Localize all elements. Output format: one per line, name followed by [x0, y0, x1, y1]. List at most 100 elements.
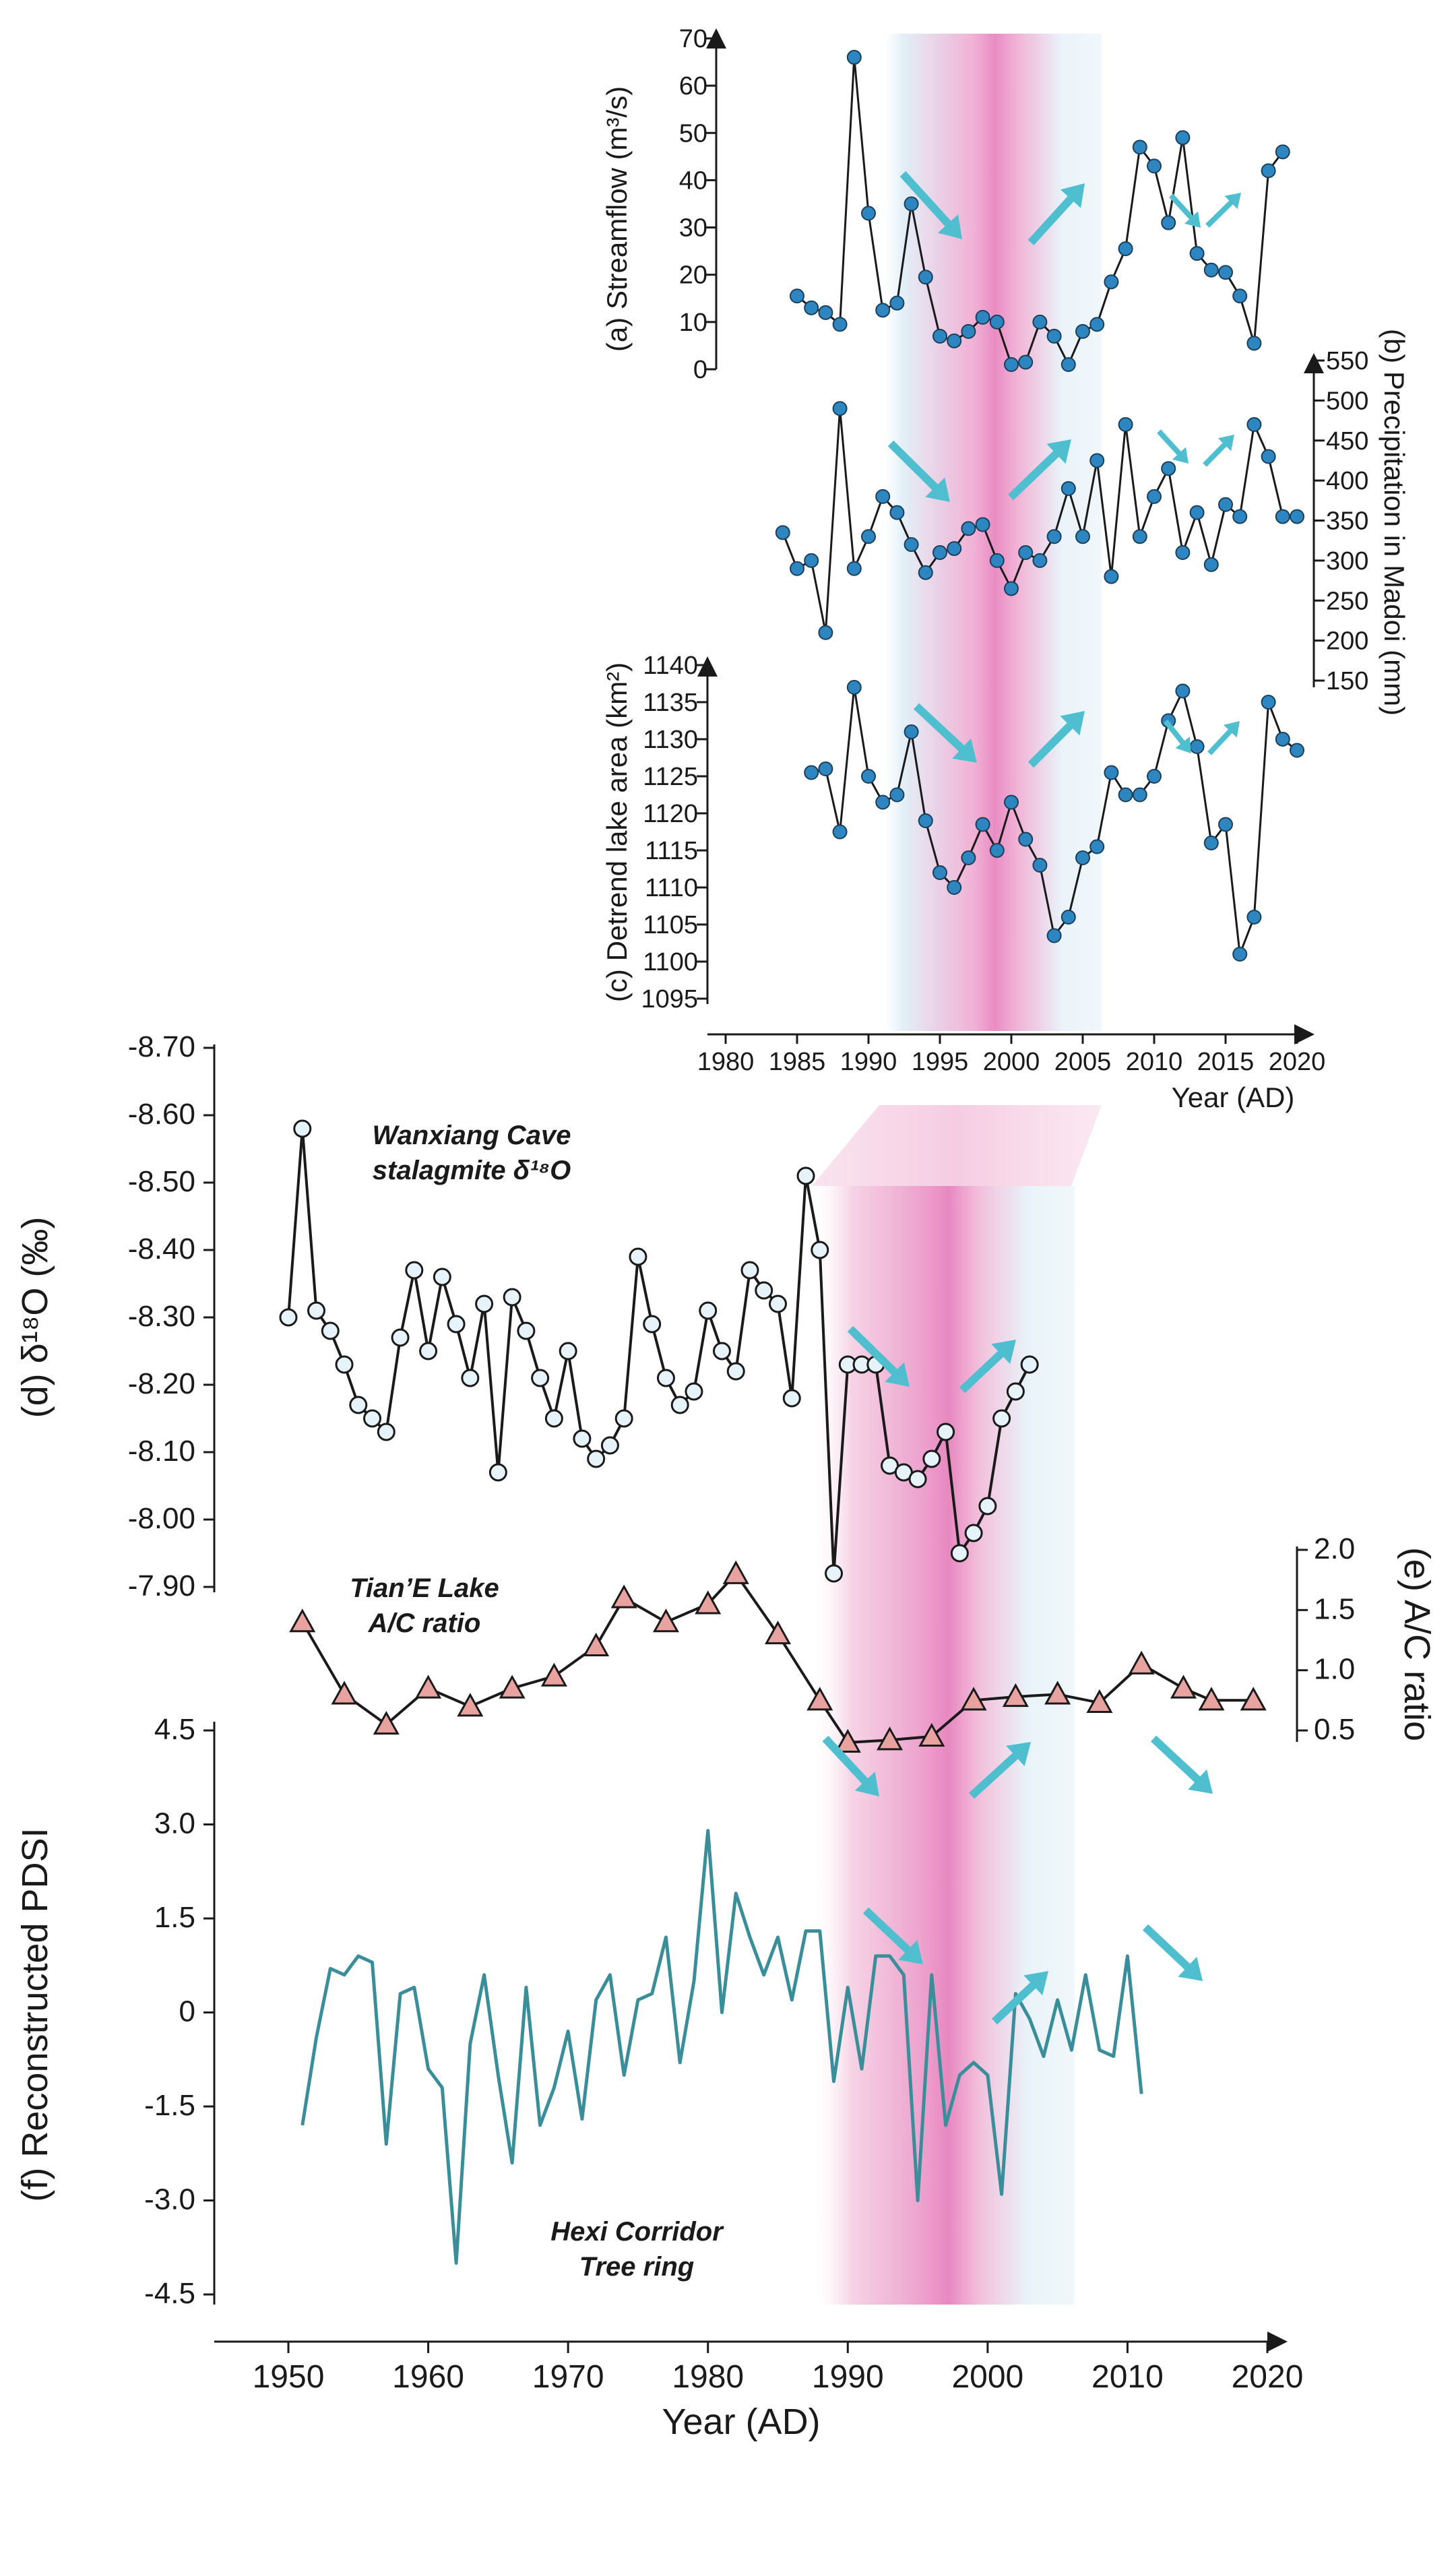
panel-a-point — [1275, 144, 1290, 160]
trend-arrow — [847, 1325, 910, 1387]
panel-a-ytick-label: 10 — [679, 309, 707, 337]
panel-c-point — [1290, 743, 1304, 758]
panel-d-ytick-label: -8.00 — [128, 1502, 195, 1535]
panel-c-point — [1232, 947, 1248, 962]
panel-d-ytick-label: -7.90 — [128, 1569, 195, 1602]
panel-e-point — [457, 1693, 484, 1717]
panel-c-point — [1075, 850, 1090, 865]
panel-b-point — [1290, 509, 1304, 524]
panel-a-point — [1089, 317, 1105, 332]
panel-a-point — [1147, 158, 1162, 174]
panel-d-point — [293, 1119, 312, 1138]
panel-a-point — [889, 295, 905, 311]
panel-d-ytick-label: -8.20 — [128, 1367, 195, 1400]
panel-d-point — [629, 1247, 647, 1266]
panel-c-point — [861, 769, 876, 784]
panel-d-annotation-line2: stalagmite δ¹⁸O — [373, 1156, 571, 1185]
panel-e-point — [1198, 1687, 1225, 1711]
panel-d-point — [670, 1396, 689, 1414]
panel-c-point — [1147, 769, 1162, 784]
panel-c-ylabel: (c) Detrend lake area (km²) — [601, 662, 633, 1002]
panel-a-point — [904, 196, 919, 212]
panel-d-point — [1020, 1355, 1039, 1374]
panel-f-annotation-line1: Hexi Corridor — [550, 2217, 724, 2247]
panel-b-ytick-label: 400 — [1326, 467, 1368, 495]
panel-c-point — [918, 813, 933, 828]
panel-d-ytick-label: -8.50 — [128, 1165, 195, 1198]
panel-a-point — [875, 303, 891, 318]
panel-d-point — [908, 1470, 927, 1489]
panel-a-point — [1218, 265, 1233, 280]
panel-f-xtick-label: 1950 — [253, 2359, 325, 2395]
panel-b-point — [1218, 497, 1233, 512]
panel-c-point — [832, 824, 848, 840]
panel-d-point — [769, 1294, 787, 1313]
panel-e-point — [540, 1662, 567, 1687]
panel-d-point — [600, 1436, 619, 1455]
panel-e-point — [331, 1681, 358, 1705]
panel-a-point — [1018, 354, 1034, 370]
panel-b-point — [1132, 529, 1147, 544]
trend-arrow — [1142, 1924, 1203, 1981]
panel-b-point — [947, 541, 962, 557]
panel-b-point — [1161, 461, 1176, 476]
panel-a-point — [975, 309, 990, 325]
panel-d-point — [391, 1328, 410, 1347]
panel-a-point — [989, 314, 1005, 330]
panel-e-ylabel: (e) A/C ratio — [1397, 1547, 1437, 1741]
panel-e-annotation-line2: A/C ratio — [368, 1608, 481, 1638]
panel-f-ytick-label: -3.0 — [144, 2183, 195, 2216]
panel-c-ytick-label: 1115 — [645, 837, 698, 865]
panel-a-ytick-label: 40 — [679, 166, 707, 195]
panel-b-point — [1075, 529, 1090, 544]
panel-b-point — [1061, 481, 1076, 496]
panel-c-point — [1032, 858, 1048, 873]
panel-d-point — [307, 1301, 326, 1320]
panel-a-point — [1203, 262, 1219, 278]
panel-b-point — [1104, 569, 1119, 584]
panel-d-ylabel: (d) δ¹⁸O (‰) — [15, 1217, 55, 1418]
panel-f-xtick-label: 2000 — [951, 2359, 1023, 2395]
panel-d-point — [614, 1409, 633, 1428]
panel-f-xlabel: Year (AD) — [662, 2402, 820, 2442]
panel-c-point — [875, 794, 891, 810]
trend-arrow — [991, 1971, 1048, 2025]
panel-d-point — [992, 1409, 1011, 1428]
panel-c-point — [889, 787, 905, 803]
panel-e-point — [652, 1608, 679, 1633]
panel-a-point — [1061, 356, 1076, 372]
panel-a-point — [1075, 323, 1090, 339]
panel-e-point — [960, 1687, 987, 1711]
panel-e-point — [1240, 1687, 1267, 1711]
panel-e-point — [918, 1722, 945, 1747]
trend-arrow — [1027, 183, 1085, 245]
panel-b-ytick-label: 200 — [1326, 627, 1368, 656]
trend-arrow — [913, 703, 977, 763]
panel-a-point — [947, 333, 962, 348]
panel-b-point — [989, 553, 1005, 568]
panel-e-point — [1044, 1681, 1071, 1705]
panel-b-ytick-label: 250 — [1326, 587, 1368, 615]
trend-arrow — [862, 1907, 923, 1964]
panel-c-point — [1046, 928, 1062, 943]
panel-d-point — [950, 1544, 969, 1563]
panel-d-point — [978, 1497, 997, 1515]
panel-d-point — [922, 1449, 941, 1468]
panel-c-point — [1275, 732, 1290, 747]
panel-c-xtick-label: 1985 — [769, 1048, 826, 1076]
panel-d-point — [363, 1409, 382, 1428]
panel-e-point — [1086, 1689, 1113, 1714]
panel-c-xtick-label: 2000 — [983, 1048, 1040, 1076]
panel-d-point — [559, 1342, 577, 1361]
panel-e-ytick-label: 2.0 — [1314, 1532, 1355, 1565]
panel-d-point — [796, 1166, 815, 1185]
panel-e-ytick-label: 1.5 — [1314, 1592, 1355, 1625]
panel-c-ytick-label: 1110 — [645, 874, 698, 902]
panel-d-ytick-label: -8.70 — [128, 1030, 195, 1063]
panel-a-point — [1232, 288, 1248, 304]
panel-a-point — [818, 305, 833, 320]
panel-b-point — [1275, 509, 1290, 524]
panel-b-point — [1261, 449, 1276, 464]
panel-d-point — [321, 1321, 340, 1340]
panel-c-ytick-label: 1100 — [643, 948, 698, 976]
